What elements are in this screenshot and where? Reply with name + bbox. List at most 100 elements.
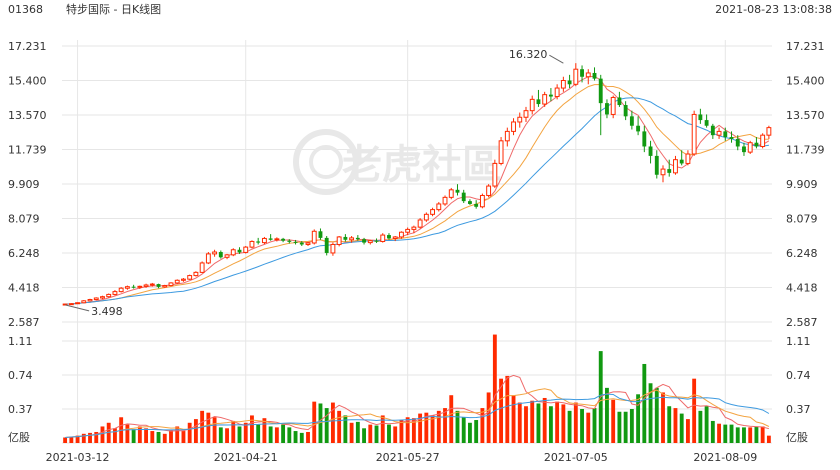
volume-bar-down — [667, 406, 672, 443]
candle-body-up — [398, 231, 404, 238]
volume-tick-label-right: 0.74 — [786, 369, 811, 382]
volume-bar-down — [318, 403, 323, 443]
candle-body-up — [81, 300, 87, 304]
candle-body-up — [442, 196, 448, 205]
candle-body-down — [698, 114, 703, 121]
volume-bar-up — [499, 378, 504, 443]
ma20-line — [65, 97, 769, 305]
candle-body-up — [311, 230, 317, 244]
volume-bar-up — [449, 395, 454, 443]
high-annotation-label: 16.320 — [509, 48, 548, 61]
volume-bar-up — [181, 431, 186, 443]
ma10-line — [65, 83, 769, 305]
volume-bar-up — [75, 435, 80, 443]
candle-body-up — [230, 249, 236, 256]
volume-bar-down — [642, 363, 647, 443]
volume-bar-up — [63, 437, 68, 443]
volume-ma10-line — [65, 388, 770, 438]
volume-bar-down — [629, 409, 634, 443]
volume-bar-up — [492, 334, 497, 443]
candle-body-up — [336, 236, 342, 245]
volume-unit-label-left: 亿股 — [8, 431, 30, 444]
volume-bar-down — [605, 387, 609, 443]
candle-body-up — [305, 242, 311, 245]
candle-body-up — [243, 246, 249, 253]
candle-body-up — [212, 251, 218, 255]
candle-body-up — [542, 94, 548, 105]
volume-bar-down — [468, 422, 472, 443]
candle-body-down — [605, 103, 609, 115]
candle-body-down — [256, 241, 261, 243]
volume-bar-down — [536, 403, 541, 443]
volume-bar-up — [330, 402, 335, 443]
volume-bar-down — [455, 410, 460, 443]
candle-body-up — [691, 113, 697, 155]
volume-bar-up — [231, 420, 236, 443]
grid-layer — [62, 40, 772, 444]
candle-body-up — [174, 279, 180, 284]
volume-bar-down — [461, 417, 466, 443]
candle-body-down — [742, 146, 746, 153]
candle-body-down — [636, 125, 641, 132]
price-tick-label-left: 15.400 — [8, 75, 47, 88]
tiger-logo-icon — [293, 129, 359, 195]
volume-bar-up — [661, 392, 665, 443]
candle-body-up — [585, 72, 591, 78]
candle-body-up — [660, 168, 666, 176]
volume-bar-up — [555, 401, 560, 443]
volume-bar-up — [274, 427, 279, 443]
volume-tick-label-left: 1.11 — [8, 335, 33, 348]
candle-body-up — [411, 226, 417, 230]
volume-bar-up — [586, 412, 591, 443]
candle-body-down — [648, 146, 653, 156]
volume-bar-down — [636, 394, 641, 443]
candle-body-up — [417, 219, 423, 228]
candle-body-up — [392, 236, 398, 239]
volume-bar-down — [281, 424, 286, 443]
candle-body-up — [405, 228, 411, 233]
volume-bar-down — [698, 410, 703, 443]
price-tick-label-left: 9.909 — [8, 178, 40, 191]
volume-bar-down — [704, 406, 709, 443]
candle-body-up — [554, 87, 560, 98]
candle-body-up — [517, 116, 523, 123]
volume-bar-up — [766, 435, 771, 443]
volume-bar-up — [187, 422, 192, 443]
volume-unit-label-right: 亿股 — [786, 431, 808, 444]
candle-body-down — [281, 238, 286, 241]
candle-body-up — [118, 287, 124, 293]
volume-bar-up — [611, 399, 616, 443]
volume-bar-up — [393, 426, 398, 443]
candle-body-up — [149, 283, 155, 286]
candle-body-up — [199, 262, 205, 273]
candle-body-down — [754, 142, 759, 147]
volume-bar-up — [150, 431, 155, 443]
candle-body-up — [498, 140, 504, 164]
volume-bar-up — [480, 408, 485, 443]
volume-bar-down — [293, 431, 298, 443]
candle-body-up — [436, 203, 442, 211]
volume-bar-down — [592, 408, 597, 443]
volume-bar-down — [131, 429, 136, 443]
axis-labels: 17.231 17.231 15.400 15.400 13.570 13.570 11.7… — [8, 40, 825, 464]
price-tick-label-left: 4.418 — [8, 281, 40, 294]
volume-bar-down — [343, 415, 348, 443]
candle-body-down — [617, 97, 622, 106]
volume-bar-down — [735, 427, 740, 443]
volume-bar-down — [654, 387, 659, 443]
candle-body-up — [112, 291, 118, 295]
chart-title: 特步国际 - 日K线图 — [66, 2, 161, 16]
candle-body-up — [673, 159, 678, 174]
volume-bar-up — [337, 410, 342, 443]
candle-body-down — [355, 237, 360, 240]
volume-bar-up — [169, 430, 173, 443]
candle-body-down — [156, 284, 161, 287]
high-annotation-leader — [549, 54, 564, 64]
volume-bar-up — [561, 404, 566, 443]
volume-bar-down — [374, 425, 379, 443]
candle-body-down — [343, 236, 348, 240]
volume-bar-up — [88, 432, 92, 443]
price-tick-label-left: 17.231 — [8, 40, 47, 53]
volume-bar-up — [193, 419, 198, 443]
